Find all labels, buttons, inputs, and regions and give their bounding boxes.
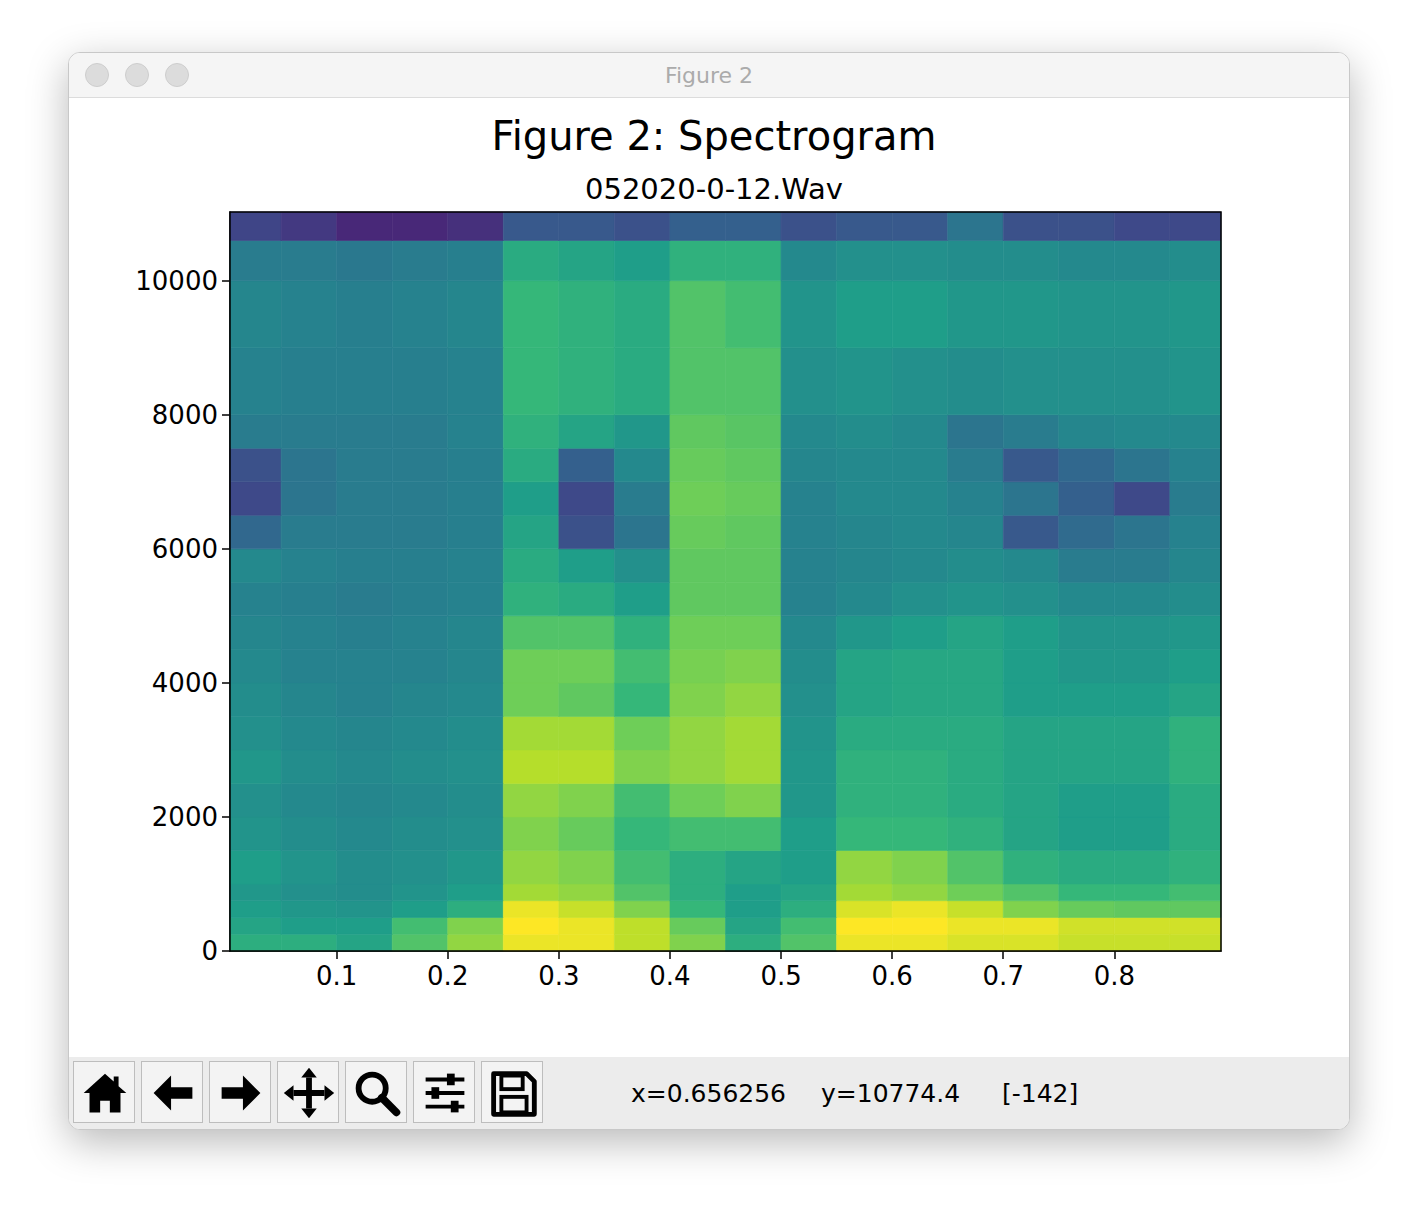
svg-text:0.1: 0.1 [316,961,357,991]
svg-text:0.4: 0.4 [649,961,690,991]
svg-text:0.5: 0.5 [760,961,801,991]
html-text:[-142]: [-142] [1002,1079,1079,1108]
svg-text:Figure 2: Spectrogram: Figure 2: Spectrogram [492,113,937,159]
svg-text:0.3: 0.3 [538,961,579,991]
svg-text:2000: 2000 [152,802,218,832]
html-text:Figure 2: Figure 2 [664,63,754,88]
svg-text:8000: 8000 [152,400,218,430]
svg-text:0.2: 0.2 [427,961,468,991]
svg-text:4000: 4000 [152,668,218,698]
svg-text:10000: 10000 [135,266,218,296]
svg-text:052020-0-12.Wav: 052020-0-12.Wav [585,172,843,206]
html-text:x=0.656256: x=0.656256 [631,1079,786,1108]
svg-text:0: 0 [201,936,218,966]
html-text:y=10774.4: y=10774.4 [821,1079,961,1108]
svg-text:0.8: 0.8 [1094,961,1135,991]
svg-text:0.6: 0.6 [871,961,912,991]
svg-text:6000: 6000 [152,534,218,564]
svg-text:0.7: 0.7 [983,961,1024,991]
